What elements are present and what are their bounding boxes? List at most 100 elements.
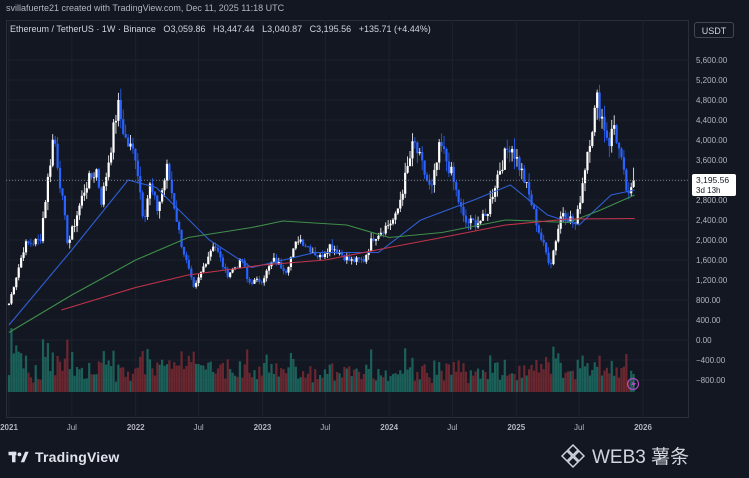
symbol-legend: Ethereum / TetherUS · 1W · Binance O3,05… (10, 24, 431, 34)
candle-body (161, 190, 164, 202)
candle-body (246, 266, 249, 280)
candle-body (574, 222, 577, 224)
volume-bar (187, 355, 190, 392)
volume-bar (370, 349, 373, 392)
volume-bar (576, 359, 579, 392)
lightning-icon (626, 377, 640, 391)
volume-bar (452, 362, 455, 392)
price-tick-label: 2,800.00 (696, 196, 728, 205)
currency-selector[interactable]: USDT (694, 22, 734, 38)
candle (39, 234, 42, 244)
candle (511, 145, 514, 162)
volume-bar (44, 356, 47, 392)
candle (372, 232, 375, 242)
candle-body (73, 225, 76, 227)
volume-bar (136, 367, 139, 392)
candle (321, 250, 324, 258)
time-tick-label: Jul (320, 423, 330, 432)
candle (248, 277, 251, 285)
price-tick-label: 4,400.00 (696, 116, 728, 125)
candle-body (627, 190, 630, 194)
candle (438, 139, 441, 170)
candle (41, 211, 45, 244)
volume-bar (508, 374, 511, 392)
volume-bar (566, 371, 570, 392)
price-tick-label: 1,600.00 (696, 256, 728, 265)
candle (258, 275, 261, 285)
volume-bar (294, 366, 297, 392)
candle-body (170, 179, 173, 194)
candle (161, 188, 164, 204)
candle-body (532, 205, 536, 210)
price-tick-label: −800.00 (696, 376, 726, 385)
candle-body (75, 215, 79, 226)
candle-body (241, 259, 244, 261)
candle (421, 146, 424, 171)
candle-body (95, 169, 98, 178)
candle (314, 246, 317, 256)
candle-body (406, 165, 409, 173)
candle-body (102, 186, 105, 205)
candle-body (425, 174, 429, 181)
candle-body (617, 142, 621, 149)
candle (481, 209, 485, 221)
candle-body (58, 167, 62, 189)
candle-body (182, 247, 186, 255)
volume-bar (204, 369, 207, 392)
candle-body (598, 92, 601, 119)
volume-bar (513, 373, 516, 392)
candle (632, 167, 635, 188)
candle (496, 170, 499, 197)
candle-body (66, 215, 69, 243)
volume-bar (54, 375, 57, 392)
volume-bar (564, 372, 567, 392)
candle (265, 268, 268, 282)
candle (450, 162, 453, 176)
volume-bar (214, 373, 217, 392)
candle-body (316, 255, 319, 258)
volume-bar (289, 352, 293, 392)
volume-bar (46, 343, 49, 392)
time-tick-label: 2025 (507, 423, 525, 432)
candle-body (321, 254, 324, 257)
candle-body (474, 220, 477, 228)
candle-body (404, 172, 407, 194)
candle-body (15, 277, 18, 288)
volume-bar (399, 370, 402, 392)
candle (442, 135, 446, 154)
candle-body (496, 174, 499, 188)
volume-bar (532, 370, 536, 392)
candle-body (394, 213, 397, 220)
volume-bar (542, 369, 545, 392)
candle-body (525, 182, 528, 183)
alert-indicator (626, 377, 640, 391)
volume-bar (318, 374, 322, 392)
candle (178, 220, 181, 234)
candle (540, 228, 543, 242)
volume-bar (306, 373, 310, 392)
candle (192, 276, 195, 288)
volume-bar (447, 364, 451, 392)
candle (119, 88, 122, 129)
candle (472, 217, 475, 221)
candle-body (340, 252, 344, 256)
volume-bar (530, 364, 533, 392)
volume-bar (442, 380, 446, 392)
volume-bar (610, 360, 613, 392)
candle (219, 247, 222, 262)
volume-bar (620, 368, 623, 392)
candle (316, 254, 319, 260)
volume-bar (384, 370, 387, 392)
volume-bar (58, 361, 62, 392)
candle (173, 192, 176, 210)
candle-body (506, 148, 509, 150)
candle-body (54, 139, 57, 144)
candle-body (90, 173, 93, 178)
candle (530, 190, 533, 207)
candle (630, 182, 633, 197)
candle-body (141, 192, 144, 217)
candle (92, 172, 96, 183)
volume-bar (141, 351, 144, 392)
candle (615, 124, 618, 145)
